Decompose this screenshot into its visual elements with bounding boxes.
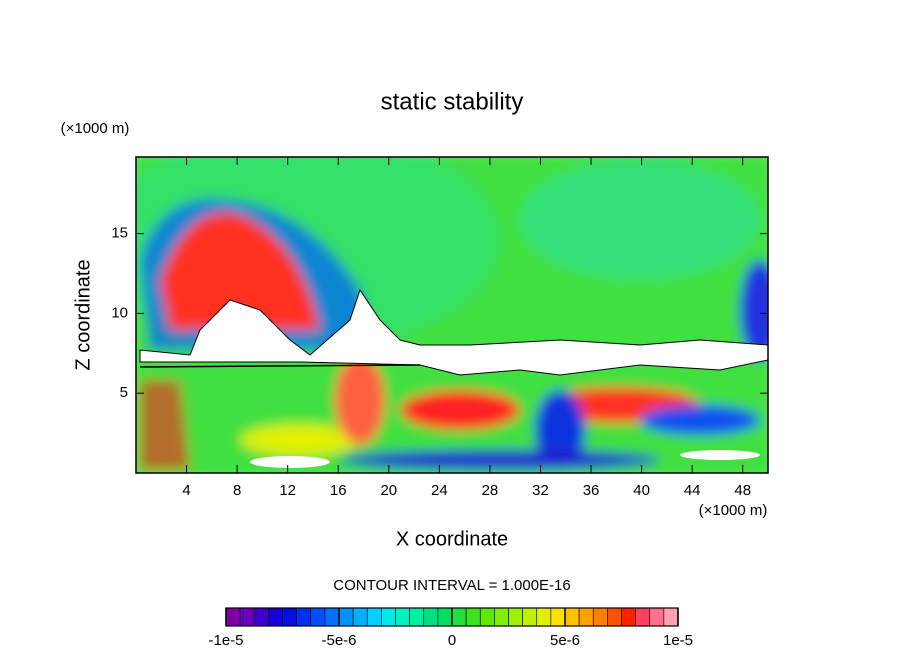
colorbar-swatch	[621, 607, 636, 627]
colorbar-swatch	[352, 607, 368, 627]
x-unit-label: (×1000 m)	[699, 502, 768, 519]
colorbar-tick-label: -5e-6	[321, 632, 356, 649]
colorbar-swatch	[338, 607, 354, 627]
colorbar-swatch	[395, 607, 410, 627]
colorbar-swatch	[522, 607, 538, 627]
y-tick-label: 15	[111, 225, 128, 242]
colorbar-swatch	[479, 607, 495, 627]
x-tick-label: 36	[583, 482, 600, 499]
colorbar-swatch	[381, 607, 396, 627]
x-tick-label: 32	[532, 482, 549, 499]
colorbar-swatch	[635, 607, 651, 627]
colorbar-tick-label: 0	[448, 632, 456, 649]
colorbar-swatch	[409, 607, 425, 627]
colorbar-swatch	[465, 607, 481, 627]
colorbar-swatch	[253, 607, 269, 627]
colorbar-swatch	[366, 607, 382, 627]
colorbar-swatch	[564, 607, 580, 627]
colorbar-tick-label: 5e-6	[550, 632, 580, 649]
colorbar-tick-label: -1e-5	[208, 632, 243, 649]
x-tick-label: 48	[734, 482, 751, 499]
x-tick-label: 12	[279, 482, 296, 499]
y-axis-label: Z coordinate	[72, 259, 94, 370]
colorbar-swatch	[423, 607, 439, 627]
colorbar-swatch	[578, 607, 594, 627]
colorbar-swatch	[607, 607, 622, 627]
x-tick-label: 16	[330, 482, 347, 499]
y-tick-label: 10	[111, 304, 128, 321]
colorbar-swatch	[268, 607, 283, 627]
colorbar-swatch	[310, 607, 326, 627]
chart-title: static stability	[381, 88, 524, 115]
y-unit-label: (×1000 m)	[61, 120, 130, 137]
x-axis-label: X coordinate	[396, 528, 508, 550]
field	[136, 157, 768, 473]
colorbar-swatch	[550, 607, 566, 627]
colorbar-swatch	[494, 607, 509, 627]
plot-frame	[135, 156, 769, 474]
colorbar-swatch	[592, 607, 608, 627]
colorbar-swatch	[324, 607, 340, 627]
colorbar-swatch	[296, 607, 312, 627]
x-tick-label: 8	[233, 482, 241, 499]
colorbar-swatch	[437, 607, 453, 627]
x-tick-label: 44	[684, 482, 701, 499]
colorbar-tick-label: 1e-5	[663, 632, 693, 649]
x-tick-label: 40	[633, 482, 650, 499]
colorbar-swatch	[282, 607, 297, 627]
colorbar-swatch	[239, 607, 255, 627]
x-tick-label: 20	[380, 482, 397, 499]
colorbar-swatch	[663, 607, 679, 627]
colorbar-swatch	[225, 607, 241, 627]
y-tick-label: 5	[120, 384, 128, 401]
x-tick-label: 28	[482, 482, 499, 499]
x-tick-label: 24	[431, 482, 448, 499]
colorbar-swatch	[649, 607, 665, 627]
x-tick-label: 4	[182, 482, 190, 499]
white-region	[139, 288, 768, 468]
colorbar-swatch	[536, 607, 552, 627]
annotation: CONTOUR INTERVAL = 1.000E-16	[333, 577, 570, 594]
colorbar-swatch	[451, 607, 467, 627]
colorbar-swatch	[508, 607, 523, 627]
